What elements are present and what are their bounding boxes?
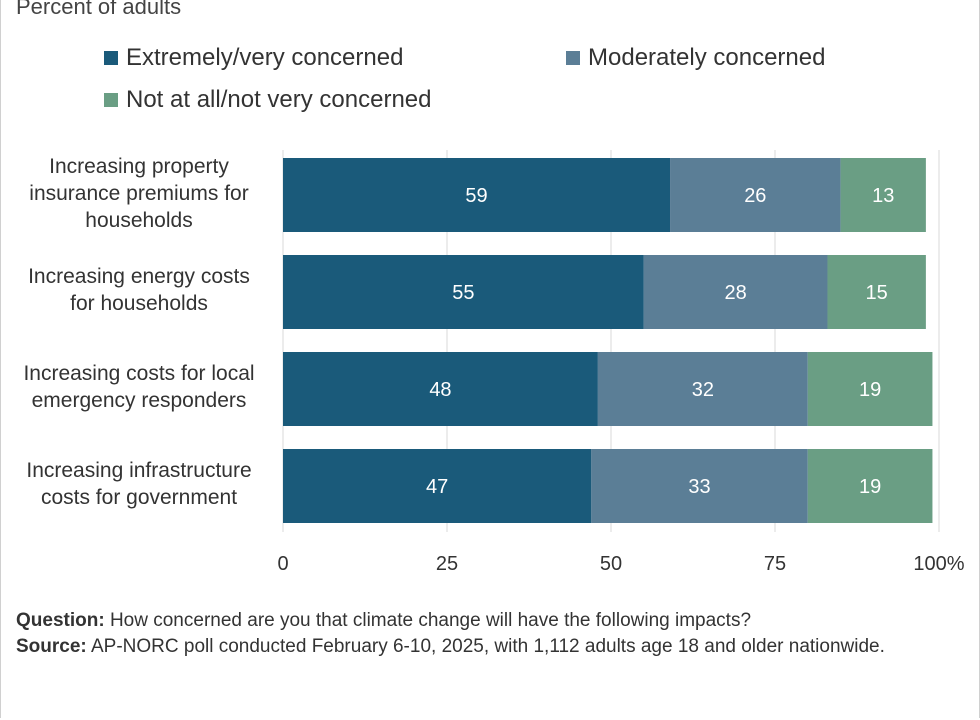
question-label: Question: [16, 610, 105, 631]
category-label: Increasing costs for local emergency res… [4, 360, 274, 414]
chart-subtitle: Percent of adults [16, 0, 182, 19]
legend-label: Extremely/very concerned [126, 44, 404, 71]
x-tick-label: 0 [277, 553, 288, 575]
legend-swatch [566, 51, 580, 65]
bar-moderately [670, 158, 841, 232]
bar-not-concerned [807, 352, 933, 426]
data-label: 32 [692, 379, 714, 401]
data-label: 19 [859, 476, 881, 498]
bar-extremely [283, 352, 598, 426]
category-label-line: emergency responders [31, 389, 247, 412]
legend-swatch [104, 51, 118, 65]
category-label-line: for households [70, 292, 208, 315]
legend-item-not-concerned: Not at all/not very concerned [104, 86, 432, 114]
data-label: 55 [452, 282, 474, 304]
legend-item-extremely: Extremely/very concerned [104, 44, 403, 72]
chart-notes: Question: How concerned are you that cli… [16, 608, 966, 660]
data-label: 33 [688, 476, 710, 498]
bar-chart: 59 26 13 55 28 15 48 32 19 47 33 19 0 25 50 75 100% [277, 150, 965, 575]
data-label: 15 [866, 282, 888, 304]
x-tick-label: 50 [600, 553, 622, 575]
bar-not-concerned [807, 449, 933, 523]
source-text: AP-NORC poll conducted February 6-10, 20… [86, 636, 885, 657]
x-tick-label: 75 [764, 553, 786, 575]
data-label: 48 [429, 379, 451, 401]
category-label-line: Increasing property [49, 155, 229, 178]
question-text: How concerned are you that climate chang… [104, 610, 752, 631]
x-tick-label: 100% [913, 553, 964, 575]
legend-item-moderately: Moderately concerned [566, 44, 825, 72]
bar-extremely [283, 158, 671, 232]
category-label-line: households [85, 209, 193, 232]
data-label: 19 [859, 379, 881, 401]
bar-not-concerned [840, 158, 926, 232]
category-label-line: Increasing infrastructure [26, 459, 252, 482]
legend-label: Not at all/not very concerned [126, 86, 432, 113]
category-label-line: Increasing energy costs [28, 265, 250, 288]
data-label: 28 [725, 282, 747, 304]
legend-swatch [104, 93, 118, 107]
bar-extremely [283, 449, 592, 523]
bar-moderately [643, 255, 828, 329]
data-label: 47 [426, 476, 448, 498]
category-label-line: insurance premiums for [29, 182, 249, 205]
bar-extremely [283, 255, 644, 329]
bar-not-concerned [827, 255, 926, 329]
data-label: 59 [465, 185, 487, 207]
x-tick-label: 25 [436, 553, 458, 575]
bar-moderately [597, 352, 808, 426]
data-label: 13 [872, 185, 894, 207]
category-label: Increasing infrastructure costs for gove… [4, 457, 274, 511]
category-label: Increasing energy costs for households [4, 263, 274, 317]
source-label: Source: [16, 636, 87, 657]
question-note: Question: How concerned are you that cli… [16, 608, 966, 634]
category-label: Increasing property insurance premiums f… [4, 153, 274, 234]
bar-moderately [591, 449, 808, 523]
source-note: Source: AP-NORC poll conducted February … [16, 634, 966, 660]
category-label-line: Increasing costs for local [23, 362, 255, 385]
category-label-line: costs for government [40, 486, 238, 509]
legend-label: Moderately concerned [588, 44, 826, 71]
data-label: 26 [744, 185, 766, 207]
